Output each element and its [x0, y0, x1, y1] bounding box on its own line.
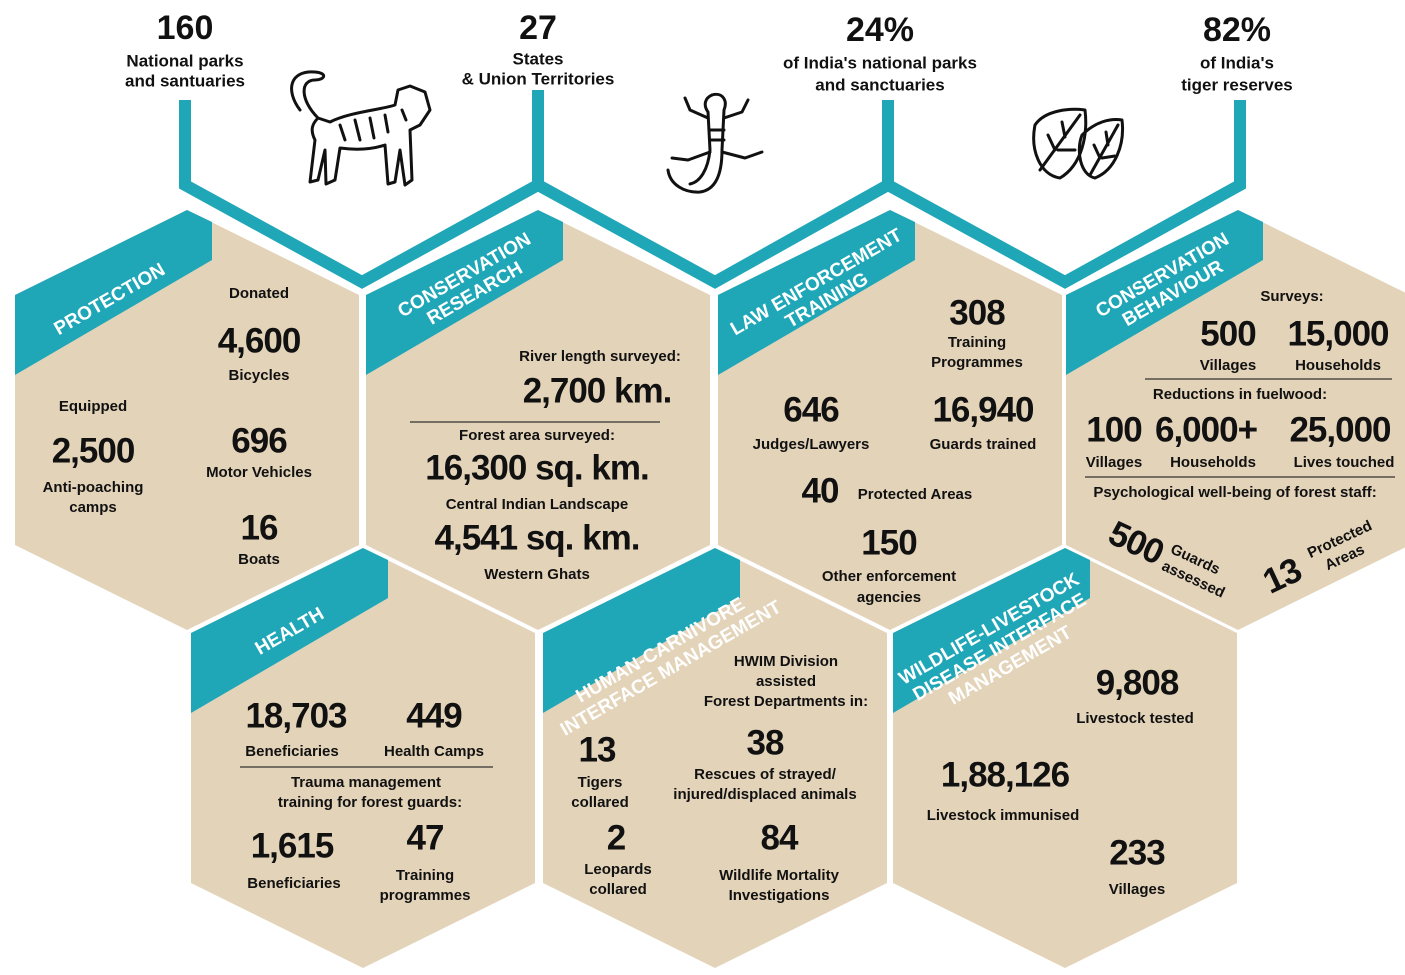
caption: Programmes: [931, 354, 1023, 371]
figure: 2,500: [52, 431, 135, 470]
caption: Villages: [1086, 454, 1142, 471]
figure: 2: [607, 818, 626, 857]
stat-label: and sanctuaries: [815, 75, 944, 94]
caption: Villages: [1200, 357, 1256, 374]
caption: Donated: [229, 285, 289, 302]
caption: Beneficiaries: [245, 743, 338, 760]
caption: Judges/Lawyers: [753, 436, 870, 453]
caption: Training: [948, 334, 1006, 351]
caption: Forest Departments in:: [704, 693, 868, 710]
caption: Investigations: [729, 887, 830, 904]
figure: 4,600: [218, 321, 301, 360]
caption: Tigers: [578, 774, 623, 791]
caption: Leopards: [584, 861, 652, 878]
stat-label: tiger reserves: [1181, 75, 1293, 94]
figure: 4,541 sq. km.: [435, 518, 640, 557]
stat-value: 27: [519, 9, 557, 47]
figure: 84: [761, 818, 799, 857]
figure: 25,000: [1289, 410, 1391, 449]
stat-label: and santuaries: [125, 71, 245, 90]
caption: Forest area surveyed:: [459, 427, 615, 444]
caption: Other enforcement: [822, 568, 956, 585]
figure: 16,300 sq. km.: [425, 448, 648, 487]
stat-label: of India's national parks: [783, 53, 977, 72]
caption: Lives touched: [1294, 454, 1395, 471]
caption: Health Camps: [384, 743, 484, 760]
caption: Central Indian Landscape: [446, 496, 629, 513]
leaf-icon: [1034, 109, 1123, 178]
caption: camps: [69, 499, 117, 516]
caption: Wildlife Mortality: [719, 867, 840, 884]
caption: collared: [589, 881, 647, 898]
figure: 40: [802, 471, 839, 510]
figure: 16: [241, 508, 278, 547]
caption: Guards trained: [930, 436, 1037, 453]
stat-label: States: [512, 49, 563, 68]
caption: agencies: [857, 589, 921, 606]
caption: Livestock tested: [1076, 710, 1194, 727]
caption: assisted: [756, 673, 816, 690]
stat-value: 160: [157, 9, 214, 47]
caption: HWIM Division: [734, 653, 838, 670]
caption: Western Ghats: [484, 566, 590, 583]
caption: Households: [1295, 357, 1381, 374]
figure: 18,703: [245, 696, 347, 735]
figure: 38: [747, 723, 784, 762]
caption: Psychological well-being of forest staff…: [1093, 484, 1376, 501]
figure: 100: [1086, 410, 1142, 449]
caption: injured/displaced animals: [673, 786, 856, 803]
figure: 646: [783, 390, 839, 429]
stat-label: of India's: [1200, 53, 1274, 72]
figure: 47: [407, 818, 444, 857]
figure: 308: [949, 293, 1005, 332]
caption: River length surveyed:: [519, 348, 681, 365]
caption: Beneficiaries: [247, 875, 340, 892]
caption: Equipped: [59, 398, 127, 415]
figure: 500: [1200, 314, 1256, 353]
caption: Trauma management: [291, 774, 441, 791]
figure: 9,808: [1096, 663, 1179, 702]
figure: 233: [1109, 833, 1165, 872]
caption: Rescues of strayed/: [694, 766, 837, 783]
figure: 6,000+: [1155, 410, 1258, 449]
figure: 1,615: [251, 826, 334, 865]
tiger-icon: [292, 72, 430, 185]
caption: Boats: [238, 551, 280, 568]
stat-label: National parks: [126, 51, 243, 70]
caption: Villages: [1109, 881, 1165, 898]
figure: 2,700 km.: [523, 371, 672, 410]
lizard-icon: [668, 94, 762, 192]
figure: 696: [231, 421, 287, 460]
figure: 15,000: [1287, 314, 1389, 353]
caption: Livestock immunised: [927, 807, 1080, 824]
caption: programmes: [380, 887, 471, 904]
figure: 449: [406, 696, 462, 735]
figure: 16,940: [932, 390, 1034, 429]
caption: Bicycles: [229, 367, 290, 384]
caption: Protected Areas: [858, 486, 973, 503]
caption: Surveys:: [1260, 288, 1323, 305]
caption: Motor Vehicles: [206, 464, 312, 481]
caption: collared: [571, 794, 629, 811]
caption: Households: [1170, 454, 1256, 471]
stat-value: 24%: [846, 11, 914, 49]
infographic: 160 National parksand santuaries 27 States&…: [0, 0, 1405, 975]
caption: Training: [396, 867, 454, 884]
connector: [185, 100, 1240, 282]
caption: Anti-poaching: [43, 479, 144, 496]
figure: 150: [861, 523, 917, 562]
caption: training for forest guards:: [278, 794, 462, 811]
figure: 1,88,126: [941, 755, 1070, 794]
stat-value: 82%: [1203, 11, 1271, 49]
stat-label: & Union Territories: [462, 69, 615, 88]
caption: Reductions in fuelwood:: [1153, 386, 1327, 403]
figure: 13: [579, 730, 616, 769]
